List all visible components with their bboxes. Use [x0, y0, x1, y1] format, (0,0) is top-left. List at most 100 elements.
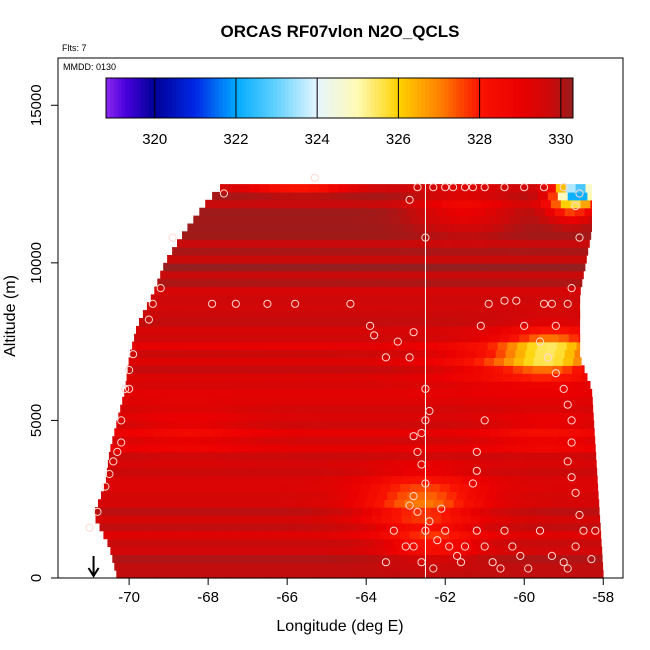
heatmap-cell: [272, 428, 283, 437]
heatmap-cell: [470, 286, 481, 295]
heatmap-cell: [214, 381, 226, 390]
sample-point: [460, 542, 470, 551]
heatmap-cell: [388, 396, 400, 406]
heatmap-cell: [522, 538, 533, 548]
heatmap-cell: [443, 239, 455, 248]
heatmap-cell: [598, 562, 604, 571]
heatmap-cell: [249, 270, 260, 280]
heatmap-cell: [353, 325, 364, 335]
heatmap-cell: [206, 499, 218, 508]
heatmap-cell: [274, 420, 285, 429]
heatmap-cell: [592, 451, 597, 461]
plot-frame: [57, 57, 624, 579]
heatmap-cell: [145, 420, 157, 429]
heatmap-cell: [199, 270, 211, 280]
heatmap-cell: [503, 239, 514, 248]
heatmap-cell: [156, 302, 168, 311]
heatmap-cell: [590, 420, 595, 429]
heatmap-cell: [246, 239, 257, 248]
x-tick-label: -68: [197, 589, 219, 606]
heatmap-cell: [206, 255, 218, 264]
heatmap-cell: [438, 554, 449, 563]
heatmap-cell: [301, 262, 312, 272]
sample-point: [370, 331, 379, 340]
heatmap-cell: [546, 294, 557, 303]
heatmap-cell: [404, 499, 415, 508]
heatmap-cell: [484, 451, 495, 461]
heatmap-cell: [361, 388, 372, 398]
markers: [87, 184, 426, 578]
heatmap-cell: [171, 396, 183, 406]
heatmap-cell: [426, 546, 437, 555]
heatmap-cell: [450, 333, 461, 343]
heatmap-cell: [343, 570, 354, 579]
heatmap-cell: [450, 562, 461, 571]
heatmap-cell: [247, 522, 259, 532]
heatmap-cell: [588, 428, 595, 437]
sample-point: [389, 526, 398, 535]
heatmap-cell: [355, 223, 366, 232]
heatmap-cell: [168, 357, 179, 366]
heatmap-cell: [469, 262, 480, 272]
heatmap-cell: [388, 554, 400, 563]
colorbar-segment: [541, 78, 547, 118]
heatmap-cell: [157, 412, 169, 421]
sample-point: [500, 296, 509, 305]
heatmap-cell: [338, 491, 349, 500]
colorbar-tick-label: 324: [305, 131, 330, 148]
heatmap-cell: [259, 184, 270, 193]
heatmap-cell: [475, 546, 487, 555]
sample-point: [559, 558, 568, 567]
heatmap-cell: [508, 262, 520, 272]
heatmap-cell: [191, 396, 202, 406]
heatmap-cell: [527, 554, 538, 563]
heatmap-cell: [533, 357, 545, 366]
heatmap-cell: [465, 404, 477, 414]
heatmap-cell: [477, 554, 489, 563]
heatmap-cell: [537, 554, 548, 563]
sample-point: [524, 564, 533, 573]
heatmap-cell: [418, 554, 429, 563]
heatmap-cell: [185, 467, 197, 477]
heatmap-cell: [254, 199, 266, 209]
heatmap-cell: [527, 396, 538, 406]
heatmap-cell: [557, 231, 568, 240]
heatmap-cell: [316, 522, 328, 532]
heatmap-cell: [499, 262, 510, 272]
heatmap-cell: [505, 444, 516, 453]
heatmap-cell: [264, 420, 275, 429]
heatmap-cell: [471, 475, 482, 485]
heatmap-cell: [329, 341, 341, 351]
heatmap-cell: [482, 467, 493, 477]
heatmap-cell: [416, 349, 428, 358]
heatmap-cell: [454, 223, 465, 232]
sample-point: [571, 202, 580, 211]
heatmap-cell: [178, 451, 189, 461]
heatmap-cell: [361, 562, 372, 571]
sample-point: [429, 564, 438, 573]
heatmap-cell: [547, 530, 559, 540]
heatmap-cell: [265, 239, 277, 248]
heatmap-cell: [536, 294, 547, 303]
heatmap-cell: [363, 467, 375, 477]
heatmap-cell: [114, 507, 126, 516]
colorbar-segment: [522, 78, 527, 118]
heatmap-cell: [463, 459, 474, 469]
heatmap-cell: [510, 515, 521, 524]
heatmap-cell: [515, 270, 527, 280]
heatmap-cell: [511, 570, 522, 579]
heatmap-cell: [337, 404, 348, 414]
heatmap-cell: [326, 451, 337, 461]
heatmap-cell: [561, 538, 573, 548]
heatmap-cell: [474, 451, 485, 461]
heatmap-cell: [533, 451, 545, 461]
heatmap-cell: [129, 522, 140, 532]
heatmap-cell: [183, 428, 194, 437]
heatmap-cell: [485, 546, 497, 555]
heatmap-cell: [304, 373, 315, 382]
heatmap-cell: [484, 357, 495, 366]
heatmap-cell: [571, 373, 582, 382]
heatmap-cell: [475, 207, 487, 217]
heatmap-cell: [554, 207, 566, 217]
heatmap-cell: [340, 191, 351, 201]
